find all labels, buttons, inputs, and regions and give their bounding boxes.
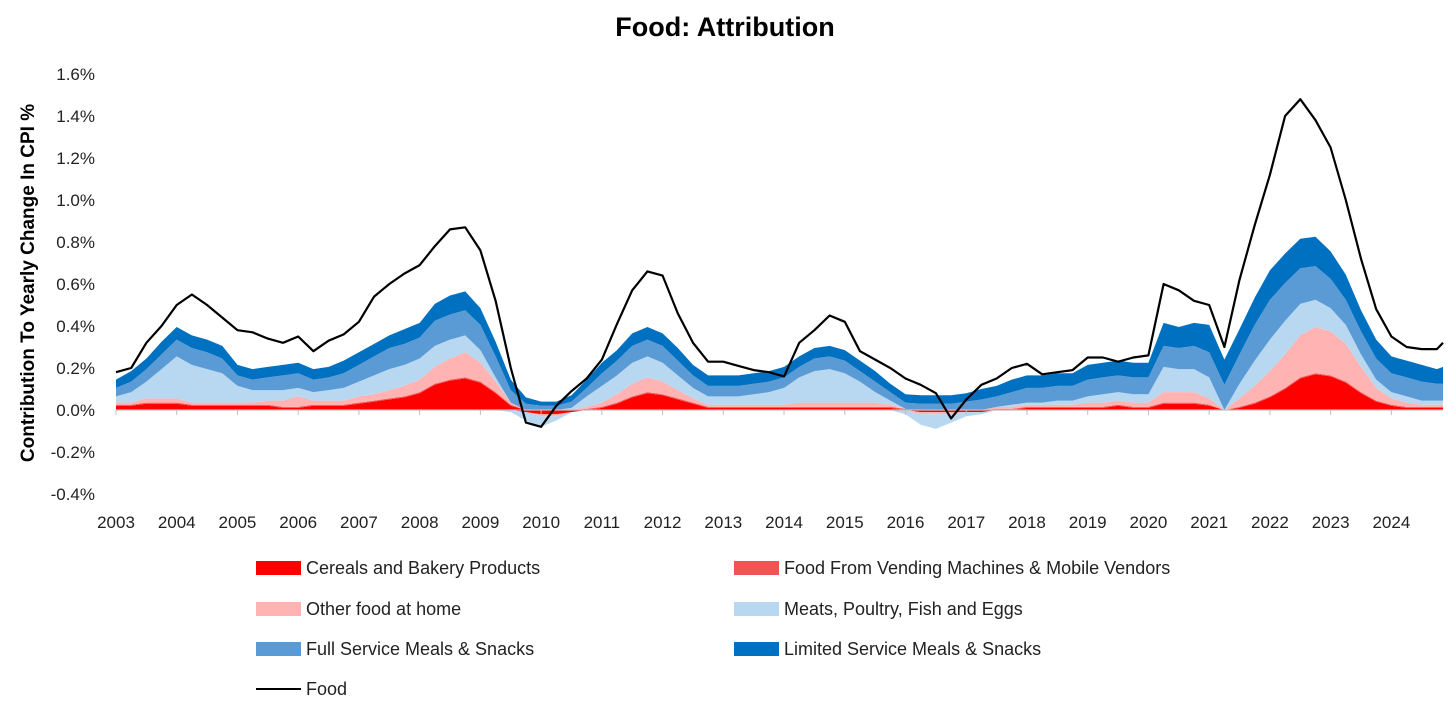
- legend-label-full-service-meals-snacks: Full Service Meals & Snacks: [306, 639, 534, 659]
- legend-swatch-full-service-meals-snacks: [256, 642, 301, 656]
- area-food-from-vending-machines-mobile-vendors-negative: [116, 410, 1443, 415]
- x-tick-label: 2005: [219, 513, 257, 532]
- legend-swatch-cereals-and-bakery-products: [256, 561, 301, 575]
- y-tick-label: 0.6%: [56, 275, 95, 294]
- area-other-food-at-home-negative: [116, 410, 1443, 417]
- x-tick-label: 2011: [584, 513, 621, 532]
- x-tick-label: 2003: [97, 513, 135, 532]
- legend-swatch-limited-service-meals-snacks: [734, 642, 779, 656]
- y-tick-label: 0.4%: [56, 317, 95, 336]
- legend: Cereals and Bakery Products Food From Ven…: [256, 558, 1170, 699]
- y-tick-label: 1.0%: [56, 191, 95, 210]
- legend-label-food-from-vending-machines-mobile-vendors: Food From Vending Machines & Mobile Vend…: [784, 558, 1170, 578]
- area-cereals-and-bakery-products: [116, 374, 1443, 410]
- x-tick-label: 2013: [704, 513, 742, 532]
- x-tick-label: 2012: [644, 513, 682, 532]
- x-tick-label: 2014: [765, 513, 803, 532]
- x-tick-label: 2009: [461, 513, 499, 532]
- legend-swatch-other-food-at-home: [256, 602, 301, 616]
- stacked-areas: [116, 236, 1443, 429]
- food-line-layer: [115, 98, 1444, 428]
- x-tick-label: 2023: [1312, 513, 1350, 532]
- area-full-service-meals-snacks: [116, 266, 1443, 410]
- y-tick-label: -0.4%: [51, 485, 95, 504]
- area-other-food-at-home: [116, 327, 1443, 410]
- area-cereals-and-bakery-products-negative: [116, 410, 1443, 415]
- legend-swatch-meats-poultry-fish-and-eggs: [734, 602, 779, 616]
- area-full-service-meals-snacks-negative: [116, 410, 1443, 429]
- y-tick-label: 0.0%: [56, 401, 95, 420]
- area-meats-poultry-fish-and-eggs: [116, 299, 1443, 410]
- x-tick-label: 2016: [887, 513, 925, 532]
- legend-label-cereals-and-bakery-products: Cereals and Bakery Products: [306, 558, 540, 578]
- x-tick-label: 2015: [826, 513, 864, 532]
- y-tick-label: -0.2%: [51, 443, 95, 462]
- legend-label-limited-service-meals-snacks: Limited Service Meals & Snacks: [784, 639, 1041, 659]
- legend-label-other-food-at-home: Other food at home: [306, 599, 461, 619]
- y-tick-label: 0.2%: [56, 359, 95, 378]
- y-tick-label: 1.6%: [56, 65, 95, 84]
- x-tick-label: 2006: [279, 513, 317, 532]
- x-tick-label: 2022: [1251, 513, 1289, 532]
- chart-title: Food: Attribution: [615, 12, 834, 42]
- legend-label-food: Food: [306, 679, 347, 699]
- x-tick-label: 2019: [1069, 513, 1107, 532]
- area-limited-service-meals-snacks-negative: [116, 410, 1443, 429]
- legend-swatch-food-from-vending-machines-mobile-vendors: [734, 561, 779, 575]
- x-tick-label: 2004: [158, 513, 196, 532]
- area-meats-poultry-fish-and-eggs-negative: [116, 410, 1443, 429]
- x-tick-label: 2008: [401, 513, 439, 532]
- x-tick-label: 2024: [1372, 513, 1410, 532]
- x-tick-label: 2021: [1190, 513, 1228, 532]
- y-tick-label: 0.8%: [56, 233, 95, 252]
- y-axis-title: Contribution To Yearly Change In CPI %: [18, 104, 39, 462]
- x-tick-label: 2017: [947, 513, 985, 532]
- x-tick-label: 2010: [522, 513, 560, 532]
- y-tick-label: 1.2%: [56, 149, 95, 168]
- axes: -0.4% -0.2% 0.0% 0.2% 0.4% 0.6% 0.8% 1.0% 1.2% 1.…: [51, 65, 1443, 532]
- x-tick-label: 2007: [340, 513, 378, 532]
- legend-label-meats-poultry-fish-and-eggs: Meats, Poultry, Fish and Eggs: [784, 599, 1023, 619]
- food-line: [115, 98, 1444, 428]
- area-limited-service-meals-snacks: [116, 236, 1443, 406]
- x-tick-label: 2018: [1008, 513, 1046, 532]
- x-tick-label: 2020: [1130, 513, 1168, 532]
- y-tick-label: 1.4%: [56, 107, 95, 126]
